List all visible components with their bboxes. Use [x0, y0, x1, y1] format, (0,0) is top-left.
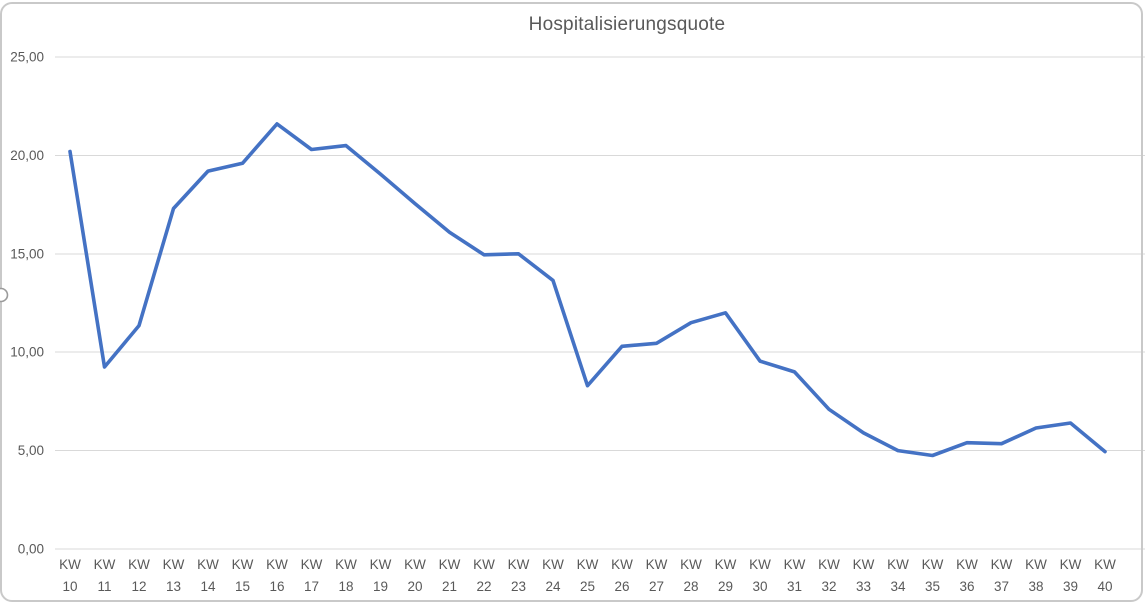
- x-tick-label: KW 37: [991, 557, 1013, 594]
- x-tick-label: KW 28: [680, 557, 702, 594]
- x-tick-label: KW 32: [818, 557, 840, 594]
- x-tick-label: KW 12: [128, 557, 150, 594]
- x-tick-label: KW 10: [59, 557, 81, 594]
- gridlines: [55, 56, 1145, 550]
- x-tick-label: KW 19: [370, 557, 392, 594]
- y-axis-labels: 0,00 5,00 10,00 15,00 20,00 25,00: [10, 50, 44, 557]
- x-tick-label: KW 30: [749, 557, 771, 594]
- x-tick-label: KW 20: [404, 557, 426, 594]
- x-tick-label: KW 21: [439, 557, 461, 594]
- y-tick-label: 15,00: [10, 246, 44, 261]
- x-tick-label: KW 38: [1025, 557, 1047, 594]
- x-tick-label: KW 31: [784, 557, 806, 594]
- x-tick-label: KW 39: [1060, 557, 1082, 594]
- x-axis-labels: KW 10 KW 11 KW 12 KW 13 KW 14 KW 15 KW 16 KW 17 KW 18 KW 19…: [59, 557, 1116, 594]
- y-tick-label: 10,00: [10, 345, 44, 360]
- selection-handle-layer: [0, 287, 9, 303]
- x-tick-label: KW 13: [163, 557, 185, 594]
- x-tick-label: KW 23: [508, 557, 530, 594]
- x-tick-label: KW 17: [301, 557, 323, 594]
- x-tick-label: KW 27: [646, 557, 668, 594]
- x-tick-label: KW 33: [853, 557, 875, 594]
- y-tick-label: 0,00: [18, 542, 44, 557]
- selection-handle[interactable]: [0, 287, 9, 303]
- x-tick-label: KW 14: [197, 557, 219, 594]
- y-tick-label: 5,00: [18, 443, 44, 458]
- x-tick-label: KW 11: [94, 557, 116, 594]
- x-tick-label: KW 29: [715, 557, 737, 594]
- x-tick-label: KW 16: [266, 557, 288, 594]
- x-tick-label: KW 26: [611, 557, 633, 594]
- series-line-hospitalisierungsquote[interactable]: [68, 122, 1107, 458]
- y-tick-label: 25,00: [10, 50, 44, 65]
- x-tick-label: KW 36: [956, 557, 978, 594]
- x-tick-label: KW 35: [922, 557, 944, 594]
- x-tick-label: KW 24: [542, 557, 564, 594]
- x-tick-label: KW 18: [335, 557, 357, 594]
- x-tick-label: KW 15: [232, 557, 254, 594]
- x-tick-label: KW 25: [577, 557, 599, 594]
- y-tick-label: 20,00: [10, 148, 44, 163]
- x-tick-label: KW 22: [473, 557, 495, 594]
- x-tick-label: KW 34: [887, 557, 909, 594]
- x-tick-label: KW 40: [1094, 557, 1116, 594]
- chart-title[interactable]: Hospitalisierungsquote: [528, 14, 726, 35]
